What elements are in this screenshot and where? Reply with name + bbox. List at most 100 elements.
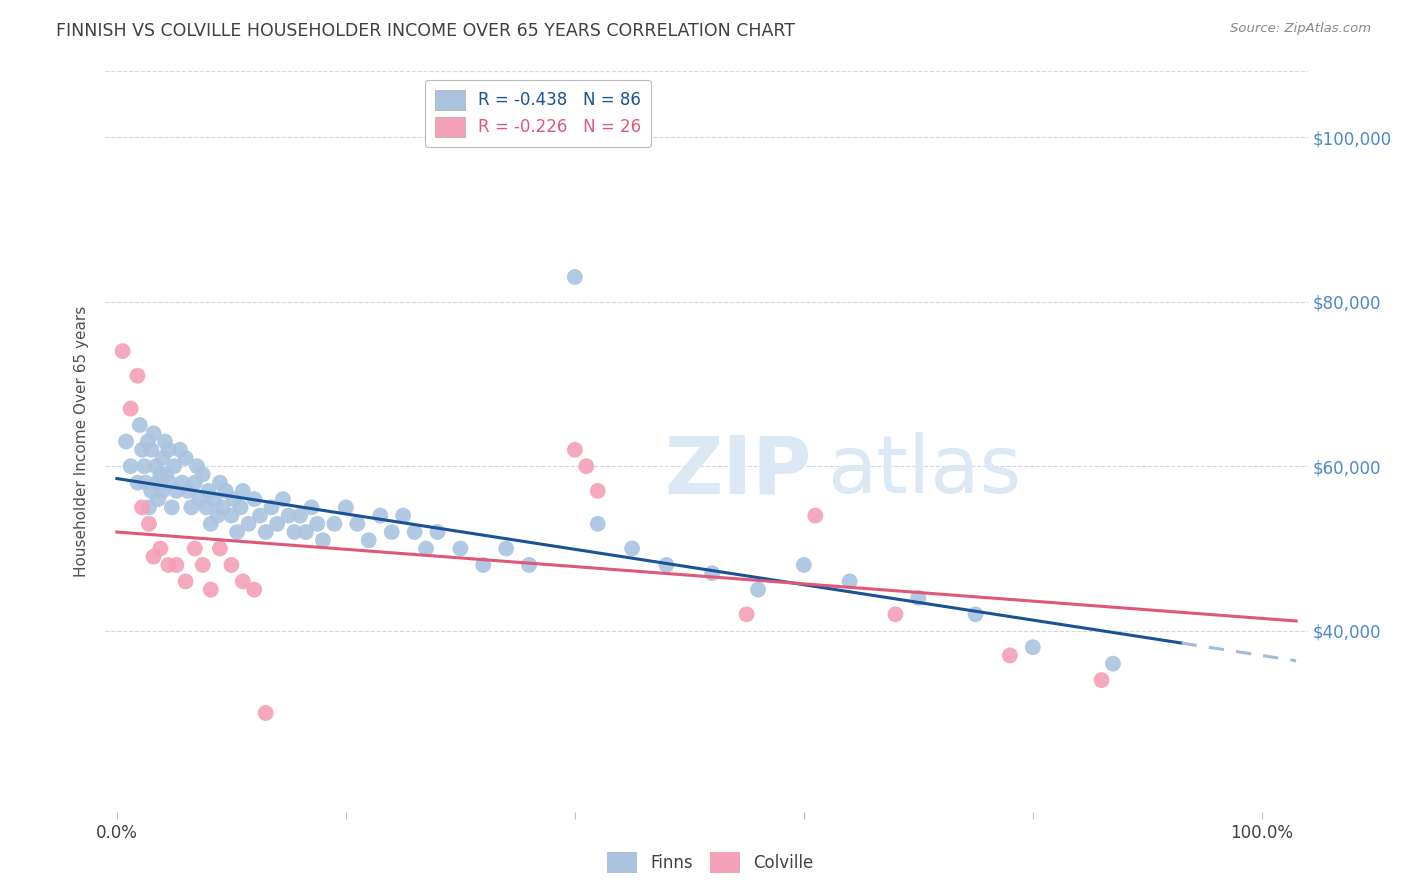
Point <box>200 516 222 531</box>
Point <box>184 541 207 556</box>
Point <box>702 566 724 581</box>
Y-axis label: Householder Income Over 65 years: Householder Income Over 65 years <box>75 306 90 577</box>
Point <box>1022 640 1045 655</box>
Point <box>128 418 150 433</box>
Point <box>564 442 586 457</box>
Text: ZIP: ZIP <box>665 432 811 510</box>
Point <box>152 483 174 498</box>
Point <box>288 508 311 523</box>
Point <box>127 475 149 490</box>
Point <box>180 500 202 515</box>
Point <box>243 582 266 597</box>
Point <box>426 524 449 539</box>
Point <box>191 558 214 572</box>
Point <box>346 516 368 531</box>
Point <box>208 541 231 556</box>
Point <box>229 500 252 515</box>
Point <box>120 459 142 474</box>
Point <box>149 467 172 482</box>
Point <box>323 516 346 531</box>
Legend: R = -0.438   N = 86, R = -0.226   N = 26: R = -0.438 N = 86, R = -0.226 N = 26 <box>425 79 651 147</box>
Point <box>131 500 153 515</box>
Point <box>115 434 138 449</box>
Point <box>226 524 249 539</box>
Point <box>804 508 827 523</box>
Point <box>149 541 172 556</box>
Point <box>357 533 380 548</box>
Point <box>335 500 357 515</box>
Point <box>221 508 243 523</box>
Point <box>188 492 211 507</box>
Point <box>135 475 157 490</box>
Point <box>131 442 153 457</box>
Point <box>191 467 214 482</box>
Point <box>495 541 517 556</box>
Point <box>195 500 218 515</box>
Point <box>146 475 169 490</box>
Point <box>472 558 495 572</box>
Point <box>146 492 169 507</box>
Point <box>301 500 323 515</box>
Point <box>138 516 160 531</box>
Point <box>157 558 180 572</box>
Point <box>142 426 165 441</box>
Point <box>907 591 929 605</box>
Point <box>169 442 191 457</box>
Point <box>254 706 277 720</box>
Point <box>202 492 225 507</box>
Point <box>307 516 329 531</box>
Point <box>312 533 335 548</box>
Point <box>214 483 236 498</box>
Point <box>208 475 231 490</box>
Point <box>747 582 769 597</box>
Point <box>141 442 163 457</box>
Point <box>254 524 277 539</box>
Point <box>222 492 245 507</box>
Point <box>153 434 176 449</box>
Point <box>232 483 254 498</box>
Point <box>145 459 167 474</box>
Point <box>965 607 987 622</box>
Text: atlas: atlas <box>827 432 1021 510</box>
Point <box>1090 673 1112 687</box>
Point <box>260 500 283 515</box>
Point <box>157 442 180 457</box>
Point <box>127 368 149 383</box>
Point <box>283 524 305 539</box>
Point <box>200 582 222 597</box>
Point <box>586 516 609 531</box>
Point <box>517 558 540 572</box>
Point <box>621 541 644 556</box>
Point <box>838 574 860 589</box>
Point <box>152 450 174 465</box>
Point <box>415 541 437 556</box>
Point <box>404 524 426 539</box>
Point <box>998 648 1021 663</box>
Point <box>165 483 187 498</box>
Point <box>884 607 907 622</box>
Point <box>155 467 177 482</box>
Point <box>111 344 134 359</box>
Point <box>271 492 294 507</box>
Point <box>295 524 318 539</box>
Text: FINNISH VS COLVILLE HOUSEHOLDER INCOME OVER 65 YEARS CORRELATION CHART: FINNISH VS COLVILLE HOUSEHOLDER INCOME O… <box>56 22 796 40</box>
Point <box>243 492 266 507</box>
Point <box>163 459 186 474</box>
Point <box>160 500 183 515</box>
Point <box>172 475 194 490</box>
Point <box>174 574 197 589</box>
Point <box>655 558 678 572</box>
Point <box>586 483 609 498</box>
Point <box>186 459 208 474</box>
Point <box>211 500 233 515</box>
Legend: Finns, Colville: Finns, Colville <box>600 846 820 880</box>
Point <box>368 508 391 523</box>
Point <box>793 558 815 572</box>
Point <box>159 475 181 490</box>
Point <box>575 459 598 474</box>
Point <box>277 508 299 523</box>
Point <box>564 270 586 285</box>
Point <box>141 483 163 498</box>
Point <box>449 541 471 556</box>
Point <box>165 558 187 572</box>
